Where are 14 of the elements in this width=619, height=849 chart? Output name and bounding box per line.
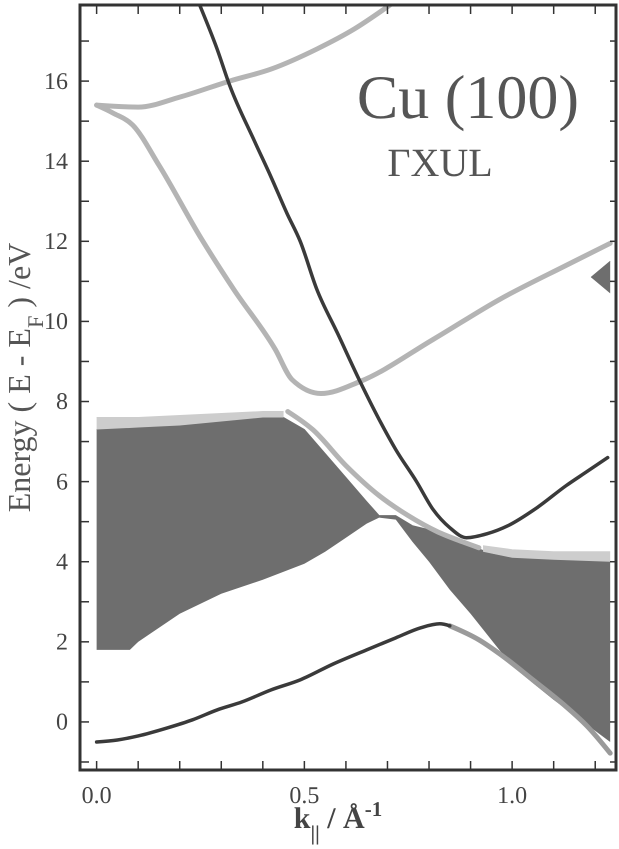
line-series — [94, 622, 452, 744]
y-tick-label: 16 — [44, 68, 68, 95]
y-tick-label: 12 — [44, 228, 68, 255]
y-tick-label: 10 — [44, 309, 68, 336]
x-tick-label: 1.0 — [497, 783, 528, 810]
y-tick-label: 6 — [56, 469, 68, 496]
text: ΓXUL — [387, 140, 493, 185]
x-tick-label: 0.0 — [82, 783, 112, 810]
y-tick-label: 4 — [56, 549, 68, 576]
y-tick-label: 8 — [56, 389, 68, 416]
y-tick-label: 0 — [56, 710, 68, 736]
text: Cu (100) — [356, 64, 580, 132]
y-tick-label: 2 — [56, 630, 68, 656]
y-tick-label: 14 — [44, 148, 68, 175]
